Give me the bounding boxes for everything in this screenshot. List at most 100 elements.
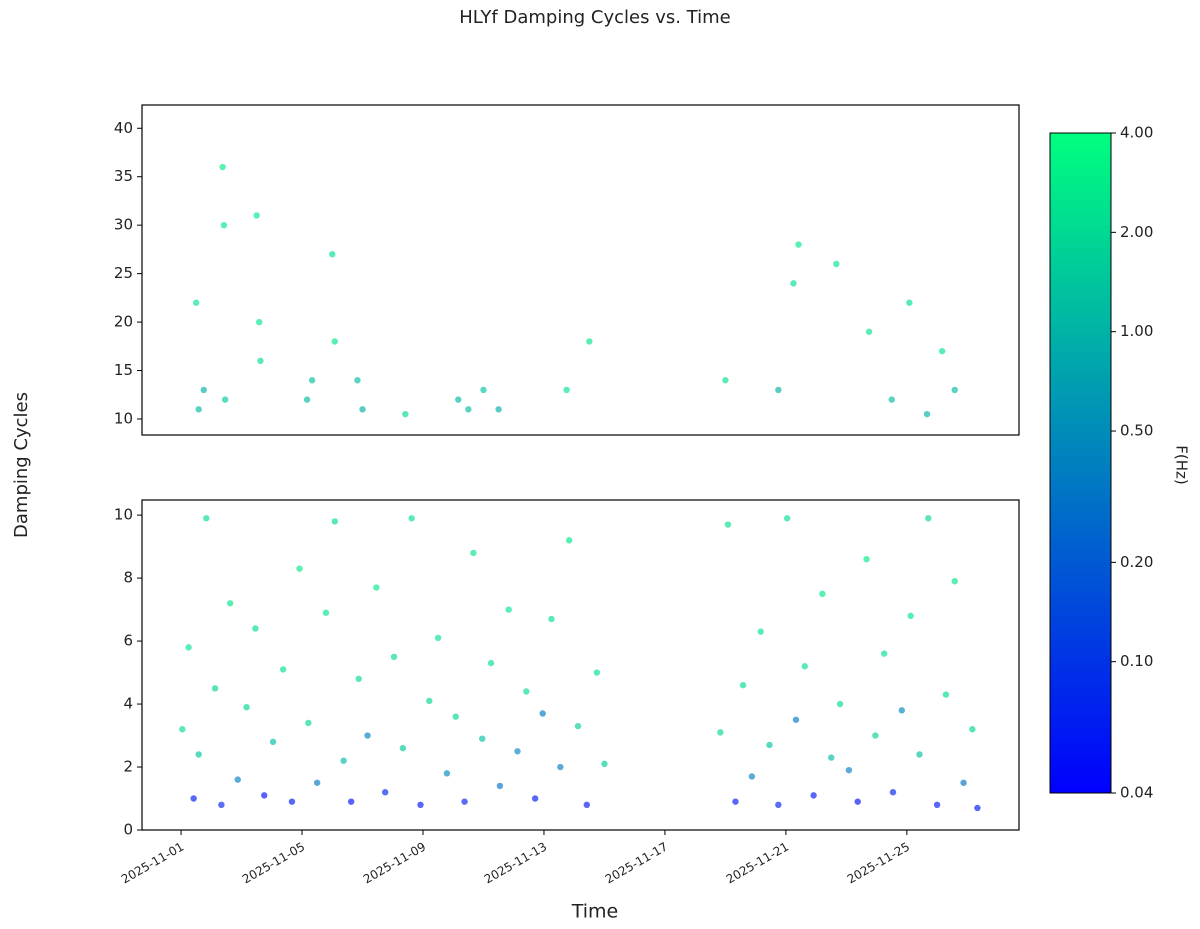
point <box>211 685 219 692</box>
point <box>732 798 739 805</box>
point <box>234 776 241 783</box>
point <box>185 644 192 651</box>
point <box>303 396 311 403</box>
point <box>907 612 914 620</box>
point <box>218 801 225 809</box>
point <box>253 212 260 219</box>
chart-title: HLYf Damping Cycles vs. Time <box>459 7 730 28</box>
y-tick-label: 15 <box>114 361 133 379</box>
point <box>359 406 366 413</box>
point <box>221 396 229 403</box>
point <box>505 606 512 613</box>
point <box>243 703 250 711</box>
plot-frame <box>141 499 1020 831</box>
point <box>364 732 371 739</box>
point <box>195 751 202 758</box>
point <box>192 299 200 306</box>
y-tick-label: 6 <box>123 632 133 650</box>
point <box>828 754 835 761</box>
point <box>923 410 931 418</box>
x-tick-label: 2025-11-09 <box>361 840 428 887</box>
point <box>288 798 296 805</box>
point <box>942 691 950 698</box>
colorbar <box>1049 132 1112 794</box>
y-tick-label: 10 <box>114 506 133 524</box>
colorbar-label: F(Hz) <box>1173 445 1191 485</box>
x-tick-label: 2025-11-05 <box>240 840 307 887</box>
colorbar-tick-label: 2.00 <box>1120 223 1153 241</box>
point <box>810 792 817 799</box>
point <box>898 707 906 714</box>
point <box>739 681 747 689</box>
point <box>408 515 415 522</box>
point <box>252 625 259 632</box>
point <box>443 770 451 777</box>
point <box>766 741 773 749</box>
point <box>586 338 593 345</box>
point <box>845 766 853 774</box>
point <box>354 377 361 384</box>
point <box>906 299 913 306</box>
point <box>487 659 495 667</box>
point <box>179 726 186 733</box>
point <box>583 801 591 809</box>
point <box>279 666 287 673</box>
point <box>775 386 782 394</box>
plot-frame <box>141 104 1020 436</box>
point <box>863 555 870 563</box>
point <box>190 795 197 802</box>
point <box>203 515 210 522</box>
point <box>399 744 407 752</box>
point <box>347 798 355 805</box>
y-tick-label: 10 <box>114 410 133 428</box>
point <box>417 801 424 809</box>
colorbar-tick-label: 0.04 <box>1120 784 1153 802</box>
x-tick-label: 2025-11-13 <box>482 840 549 887</box>
point <box>261 792 268 799</box>
point <box>563 386 570 394</box>
y-tick-label: 40 <box>114 119 133 137</box>
x-axis-label: Time <box>571 901 619 923</box>
point <box>322 609 330 616</box>
point <box>775 801 782 809</box>
point <box>455 396 462 403</box>
colorbar-tick-label: 4.00 <box>1120 124 1153 142</box>
point <box>308 377 316 384</box>
point <box>801 663 808 670</box>
colorbar-tick-label: 0.50 <box>1120 422 1153 440</box>
y-tick-label: 4 <box>123 695 133 713</box>
point <box>257 357 264 365</box>
point <box>452 713 459 720</box>
point <box>888 396 895 403</box>
point <box>548 615 555 623</box>
colorbar-tick-label: 0.10 <box>1120 652 1153 670</box>
point <box>557 763 564 771</box>
point <box>889 789 897 796</box>
point <box>724 521 732 528</box>
point <box>495 406 502 413</box>
point <box>916 751 923 758</box>
point <box>331 518 338 525</box>
point <box>219 163 226 171</box>
point <box>480 386 487 394</box>
point <box>331 338 338 345</box>
x-tick-label: 2025-11-17 <box>603 840 670 887</box>
point <box>792 716 800 723</box>
point <box>872 732 879 739</box>
point <box>933 801 941 809</box>
point <box>836 700 844 708</box>
point <box>329 251 336 258</box>
point <box>783 515 791 522</box>
point <box>757 628 764 635</box>
point <box>402 410 409 418</box>
y-tick-label: 2 <box>123 758 133 776</box>
x-tick-label: 2025-11-21 <box>724 840 791 887</box>
point <box>390 653 398 661</box>
point <box>305 719 312 727</box>
x-tick-label: 2025-11-01 <box>119 840 186 887</box>
point <box>790 280 797 287</box>
y-tick-label: 30 <box>114 216 133 234</box>
point <box>539 710 546 717</box>
point <box>574 722 582 730</box>
